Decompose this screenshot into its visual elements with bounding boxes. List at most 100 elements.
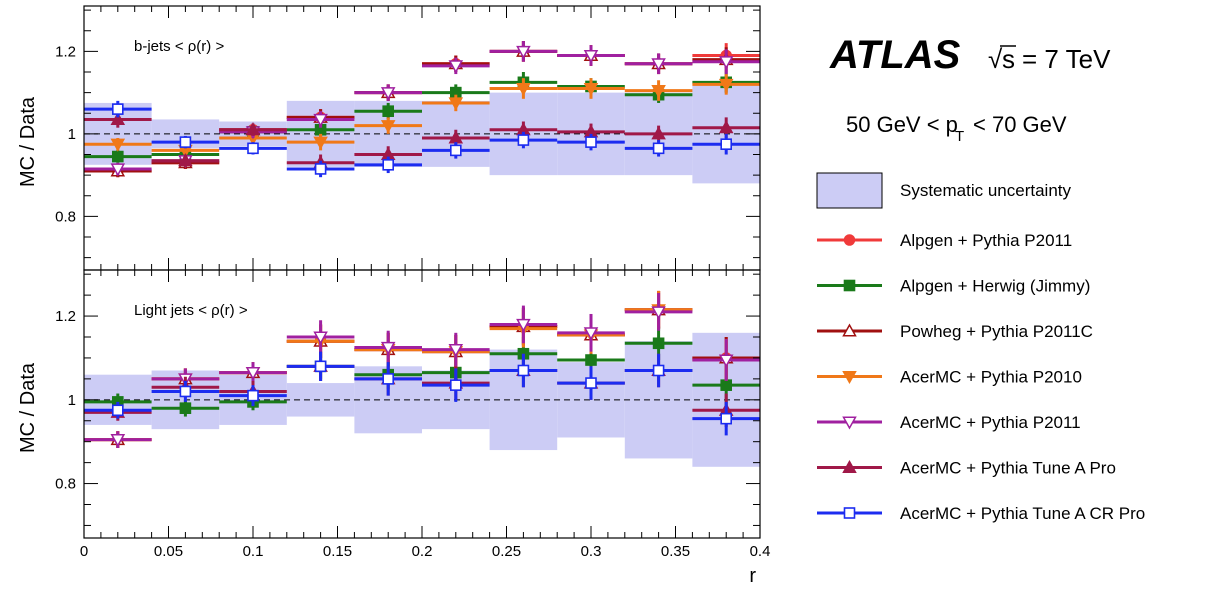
legend-marker bbox=[842, 323, 857, 337]
data-point bbox=[313, 113, 328, 127]
data-point bbox=[110, 138, 126, 152]
data-point bbox=[112, 150, 124, 163]
data-point bbox=[112, 103, 124, 115]
y-tick-label: 0.8 bbox=[55, 208, 76, 225]
y-tick-label: 0.8 bbox=[55, 476, 76, 493]
data-point bbox=[314, 163, 327, 175]
plot-panels: 0.8 1 1.2 MC / Data b-jets < ρ(r) > 0.8 1 1.2 MC… bbox=[17, 5, 771, 587]
data-point bbox=[247, 142, 259, 155]
panel-title: b-jets < ρ(r) > bbox=[134, 38, 224, 55]
energy-label: = 7 TeV bbox=[1022, 44, 1111, 74]
y-tick-label: 1.2 bbox=[55, 43, 76, 60]
data-point bbox=[585, 354, 597, 366]
data-point bbox=[313, 136, 328, 150]
data-point bbox=[517, 364, 530, 377]
series-acermc-pythia-p2011 bbox=[84, 293, 760, 448]
legend-label: AcerMC + Pythia P2010 bbox=[900, 368, 1082, 387]
legend-label: Alpgen + Pythia P2011 bbox=[900, 231, 1072, 250]
legend-entry: Alpgen + Pythia P2011 bbox=[817, 231, 1072, 250]
pt-range-sub: T bbox=[955, 128, 964, 145]
data-point bbox=[110, 111, 126, 125]
x-tick-label: 0.1 bbox=[243, 543, 264, 560]
pt-range-right: < 70 GeV bbox=[973, 112, 1067, 137]
legend-entry: Powheg + Pythia P2011C bbox=[817, 322, 1093, 341]
data-point bbox=[585, 377, 597, 389]
legend-entry: AcerMC + Pythia P2011 bbox=[817, 413, 1081, 432]
data-point bbox=[516, 45, 531, 59]
sqrt-s-label: s bbox=[1002, 44, 1015, 74]
x-tick-label: 0.4 bbox=[750, 543, 771, 560]
data-point bbox=[178, 153, 193, 167]
data-point bbox=[313, 331, 328, 345]
data-point bbox=[179, 385, 192, 398]
data-point bbox=[448, 344, 464, 358]
data-point bbox=[448, 60, 464, 74]
data-point bbox=[718, 120, 734, 134]
data-point bbox=[718, 354, 734, 368]
data-point bbox=[448, 97, 464, 111]
data-point bbox=[718, 56, 734, 70]
data-point bbox=[651, 58, 666, 72]
data-point bbox=[720, 138, 733, 150]
panel-title: Light jets < ρ(r) > bbox=[134, 302, 248, 319]
atlas-label-group: ATLAS √ s = 7 TeV bbox=[829, 33, 1111, 77]
legend-marker bbox=[843, 279, 856, 292]
panel-2: 0.8 1 1.2 MC / Data Light jets < ρ(r) > 0 0.05… bbox=[17, 269, 771, 587]
data-point bbox=[110, 163, 126, 177]
legend-label: Alpgen + Herwig (Jimmy) bbox=[900, 277, 1090, 296]
data-point bbox=[516, 82, 531, 97]
data-point bbox=[652, 364, 665, 377]
legend-label: AcerMC + Pythia Tune A Pro bbox=[900, 459, 1116, 478]
y-tick-label: 1 bbox=[68, 392, 76, 409]
data-point bbox=[652, 142, 665, 155]
data-point bbox=[583, 82, 599, 97]
data-point bbox=[179, 402, 192, 414]
x-tick-label: 0 bbox=[80, 543, 88, 560]
data-point bbox=[517, 134, 530, 146]
x-tick-label: 0.05 bbox=[154, 543, 183, 560]
legend-label: AcerMC + Pythia P2011 bbox=[900, 413, 1081, 432]
data-point bbox=[245, 367, 261, 381]
panel-1: 0.8 1 1.2 MC / Data b-jets < ρ(r) > bbox=[17, 5, 761, 271]
legend-marker bbox=[842, 416, 857, 430]
data-point bbox=[720, 412, 733, 425]
legend-entry: Alpgen + Herwig (Jimmy) bbox=[817, 277, 1090, 296]
data-point bbox=[718, 78, 734, 92]
legend-marker bbox=[843, 507, 856, 519]
data-point bbox=[382, 105, 395, 117]
legend-marker bbox=[843, 234, 856, 246]
data-point bbox=[583, 327, 599, 341]
legend-label: AcerMC + Pythia Tune A CR Pro bbox=[900, 504, 1145, 523]
y-axis-title: MC / Data bbox=[17, 362, 39, 453]
legend-label: Powheg + Pythia P2011C bbox=[900, 322, 1093, 341]
data-point bbox=[652, 337, 665, 350]
x-tick-label: 0.25 bbox=[492, 543, 521, 560]
legend-entry: AcerMC + Pythia P2010 bbox=[817, 368, 1082, 387]
pt-range-label: 50 GeV < p T < 70 GeV bbox=[846, 112, 1067, 145]
data-point bbox=[583, 49, 599, 64]
data-point bbox=[720, 379, 733, 391]
data-point bbox=[651, 126, 666, 140]
legend-entry: AcerMC + Pythia Tune A Pro bbox=[817, 459, 1116, 478]
sqrt-symbol: √ bbox=[988, 44, 1003, 74]
x-tick-label: 0.3 bbox=[581, 543, 602, 560]
y-tick-label: 1 bbox=[68, 126, 76, 143]
legend-marker bbox=[842, 370, 857, 385]
data-point bbox=[247, 389, 259, 402]
legend-systematic-swatch bbox=[816, 172, 883, 209]
series-acermc-pythia-tune-a-cr-pro bbox=[84, 100, 760, 178]
x-axis-title: r bbox=[749, 565, 756, 587]
y-axis-title: MC / Data bbox=[17, 96, 39, 187]
data-point bbox=[110, 434, 126, 448]
data-point bbox=[380, 341, 396, 356]
x-tick-label: 0.2 bbox=[412, 543, 433, 560]
data-point bbox=[449, 379, 462, 391]
data-point bbox=[516, 318, 531, 332]
data-point bbox=[585, 136, 597, 148]
data-point bbox=[380, 87, 396, 101]
legend-entry: AcerMC + Pythia Tune A CR Pro bbox=[817, 504, 1145, 523]
series-acermc-pythia-tune-a-cr-pro bbox=[84, 351, 760, 436]
legend: Systematic uncertainty Alpgen + Pythia P… bbox=[816, 172, 1145, 523]
data-point bbox=[179, 136, 192, 148]
